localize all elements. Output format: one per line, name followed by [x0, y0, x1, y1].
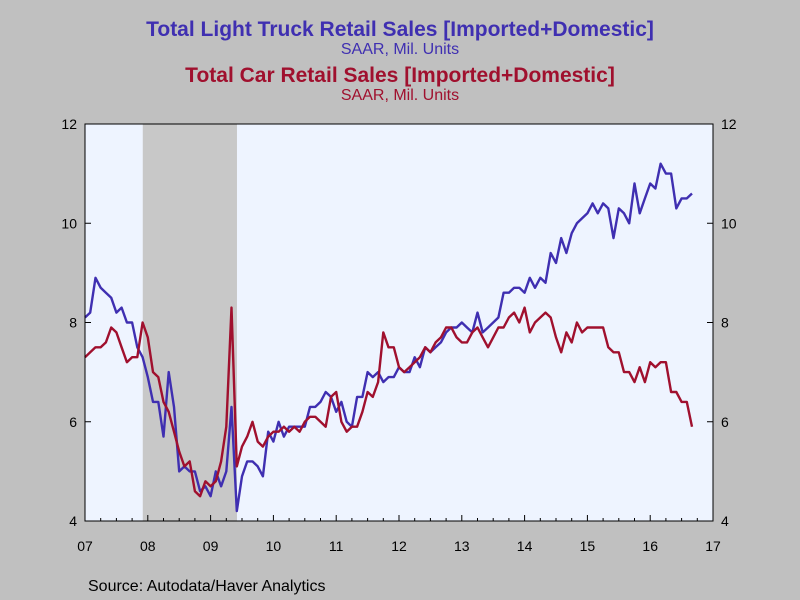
- y-tick-label-left: 4: [69, 513, 77, 529]
- chart-title-light-truck: Total Light Truck Retail Sales [Imported…: [146, 18, 654, 41]
- x-tick-label: 10: [266, 538, 282, 554]
- x-tick-label: 17: [705, 538, 721, 554]
- y-tick-label-left: 6: [69, 414, 77, 430]
- x-tick-label: 09: [203, 538, 219, 554]
- y-tick-label-right: 8: [721, 315, 729, 331]
- x-tick-label: 07: [77, 538, 93, 554]
- source-note: Source: Autodata/Haver Analytics: [88, 578, 326, 595]
- x-tick-label: 11: [329, 538, 344, 554]
- chart-subtitle-light-truck: SAAR, Mil. Units: [340, 41, 460, 58]
- x-tick-label: 13: [454, 538, 470, 554]
- chart-title-car: Total Car Retail Sales [Imported+Domesti…: [185, 64, 615, 87]
- y-tick-label-left: 10: [61, 215, 77, 231]
- series-line-1: [84, 306, 694, 498]
- y-tick-label-left: 8: [69, 315, 77, 331]
- chart-subtitle-car: SAAR, Mil. Units: [340, 87, 460, 104]
- x-tick-label: 16: [642, 538, 658, 554]
- plot-frame: [84, 123, 714, 522]
- y-tick-label-right: 4: [721, 513, 729, 529]
- series-line-0: [84, 162, 693, 513]
- x-tick-label: 08: [140, 538, 156, 554]
- y-tick-label-right: 12: [721, 116, 737, 132]
- y-tick-label-left: 12: [61, 116, 77, 132]
- y-tick-label-right: 10: [721, 215, 737, 231]
- y-tick-label-right: 6: [721, 414, 729, 430]
- x-tick-label: 12: [391, 538, 407, 554]
- x-tick-label: 15: [580, 538, 596, 554]
- x-tick-label: 14: [517, 538, 533, 554]
